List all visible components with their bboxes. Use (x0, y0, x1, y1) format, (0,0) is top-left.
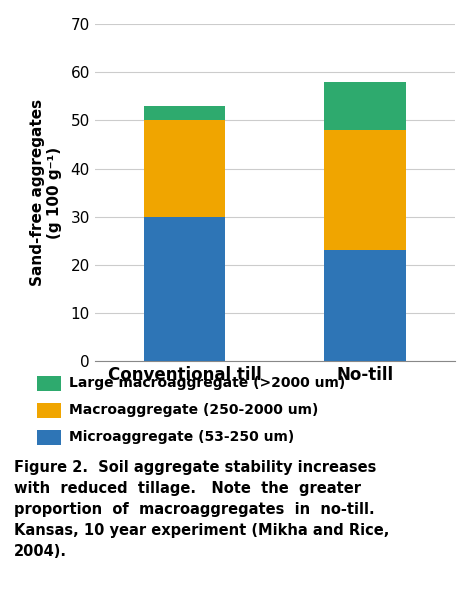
Text: Large macroaggregate (>2000 um): Large macroaggregate (>2000 um) (70, 376, 346, 390)
Text: Microaggregate (53-250 um): Microaggregate (53-250 um) (70, 430, 295, 444)
FancyBboxPatch shape (37, 403, 61, 418)
Bar (145, 106, 226, 120)
Text: Macroaggregate (250-2000 um): Macroaggregate (250-2000 um) (70, 403, 319, 417)
Bar (324, 250, 405, 361)
FancyBboxPatch shape (37, 430, 61, 445)
Bar (145, 120, 226, 217)
Bar (324, 82, 405, 130)
Bar (145, 217, 226, 361)
FancyBboxPatch shape (37, 376, 61, 391)
Y-axis label: Sand-free aggregates
(g 100 g⁻¹): Sand-free aggregates (g 100 g⁻¹) (30, 99, 62, 286)
Text: Figure 2.  Soil aggregate stability increases
with  reduced  tillage.   Note  th: Figure 2. Soil aggregate stability incre… (14, 461, 390, 559)
Bar (324, 130, 405, 250)
